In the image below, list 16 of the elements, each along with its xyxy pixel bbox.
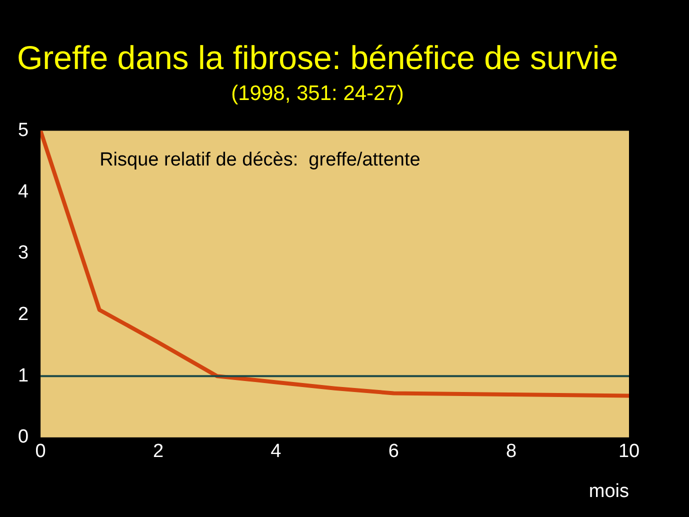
- x-tick-label: 0: [35, 441, 46, 462]
- x-tick-label: 2: [152, 441, 164, 462]
- chart-title: Greffe dans la fibrose: bénéfice de survie: [16, 38, 618, 76]
- y-tick-label: 0: [18, 426, 29, 448]
- x-tick-label: 8: [506, 441, 517, 462]
- x-tick-label: 10: [618, 441, 640, 462]
- y-tick-label: 4: [18, 181, 29, 202]
- x-tick-label: 6: [388, 441, 399, 462]
- y-tick-label: 1: [18, 365, 29, 386]
- x-tick-label: 4: [270, 441, 282, 462]
- chart-subtitle: (1998, 351: 24-27): [231, 82, 404, 105]
- x-axis-title: mois: [588, 480, 629, 502]
- annotation: Risque relatif de décès: greffe/attente: [100, 150, 420, 171]
- y-tick-label: 3: [18, 242, 29, 264]
- y-tick-label: 5: [18, 120, 29, 142]
- y-tick-label: 2: [18, 304, 29, 325]
